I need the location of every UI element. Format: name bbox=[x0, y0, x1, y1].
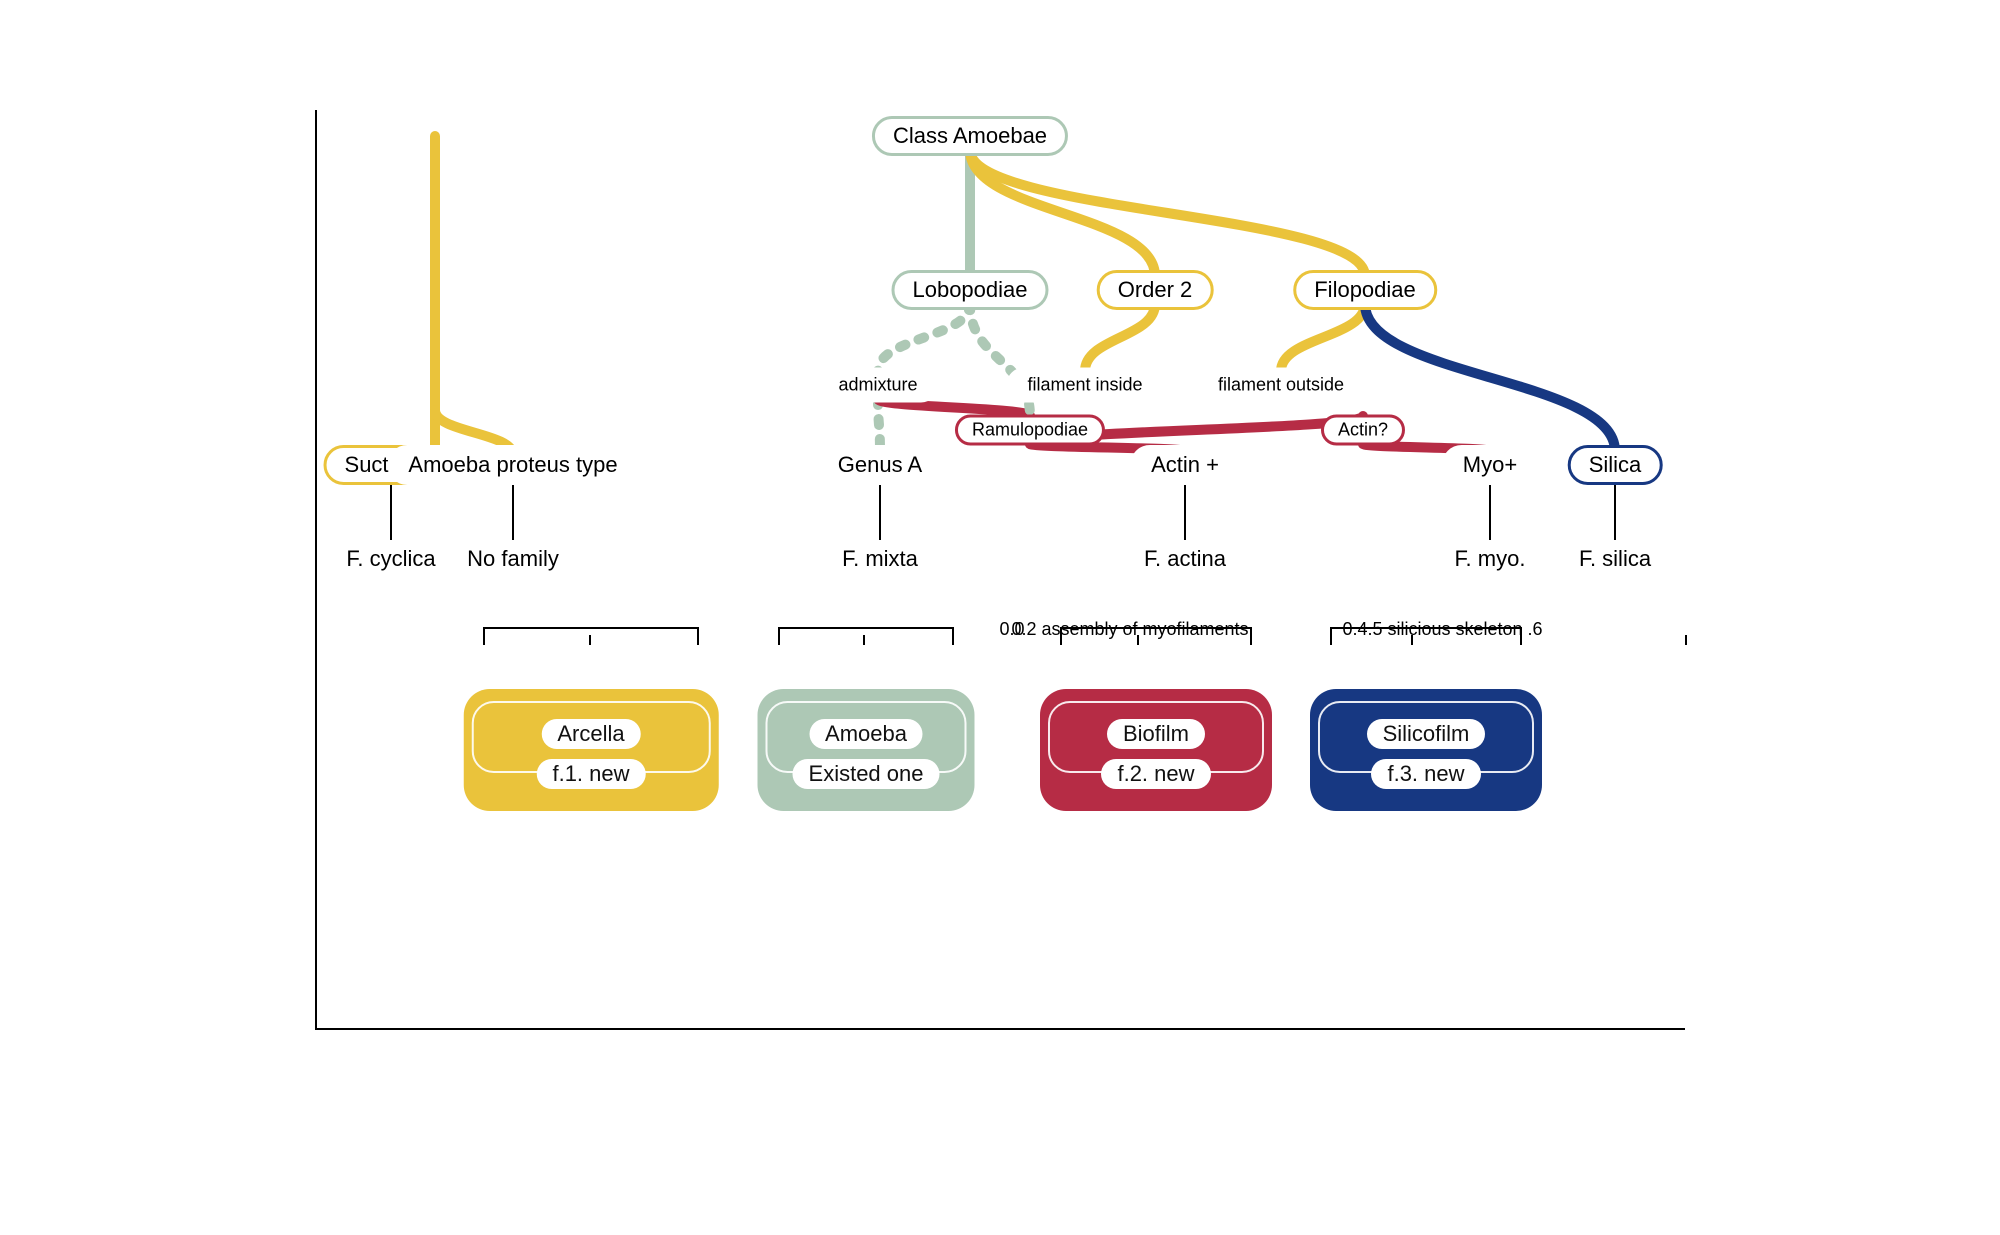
node-l4: Actin + bbox=[1130, 445, 1240, 485]
node-n1: Lobopodiae bbox=[891, 270, 1048, 310]
band-subtitle: f.2. new bbox=[1101, 759, 1210, 789]
node-s1: Ramulopodiae bbox=[955, 415, 1105, 446]
band-bracket bbox=[778, 627, 954, 645]
band-bracket bbox=[1330, 627, 1522, 645]
band: Silicofilm f.3. new bbox=[1305, 645, 1546, 855]
node-s2: Actin? bbox=[1321, 415, 1405, 446]
node-m2: filament inside bbox=[1006, 368, 1163, 403]
figure: { "colors": { "yellow": "#eac33b", "gree… bbox=[0, 110, 2000, 1235]
node-l2: Amoeba proteus type bbox=[387, 445, 638, 485]
figure-frame: Class Amoebae Lobopodiae Order 2 Filopodiae… bbox=[315, 110, 1685, 1030]
band: Arcella f.1. new bbox=[455, 645, 726, 855]
node-n2: Order 2 bbox=[1097, 270, 1214, 310]
band-title: Silicofilm bbox=[1367, 719, 1486, 749]
tree: Class Amoebae Lobopodiae Order 2 Filopodiae… bbox=[315, 110, 1685, 630]
band-title: Amoeba bbox=[809, 719, 923, 749]
band-bracket bbox=[483, 627, 699, 645]
node-l3: Genus A bbox=[817, 445, 943, 485]
node-l5: Myo+ bbox=[1442, 445, 1538, 485]
band-subtitle: f.1. new bbox=[536, 759, 645, 789]
node-n3: Filopodiae bbox=[1293, 270, 1437, 310]
band-subtitle: Existed one bbox=[793, 759, 940, 789]
band: Amoeba Existed one bbox=[755, 645, 976, 855]
band-subtitle: f.3. new bbox=[1371, 759, 1480, 789]
node-l6: Silica bbox=[1568, 445, 1663, 485]
band-bracket bbox=[1060, 627, 1252, 645]
node-m1: admixture bbox=[817, 368, 938, 403]
band-title: Arcella bbox=[541, 719, 640, 749]
leaf-caption: No family bbox=[467, 546, 559, 572]
band: Biofilm f.2. new bbox=[1035, 645, 1276, 855]
leaf-caption: F. myo. bbox=[1455, 546, 1526, 572]
band-row: 0.00.2 assembly of myofilaments0.4.5 sil… bbox=[315, 645, 1685, 855]
leaf-caption: F. silica bbox=[1579, 546, 1651, 572]
leaf-caption: F. actina bbox=[1144, 546, 1226, 572]
leaf-caption: F. cyclica bbox=[346, 546, 435, 572]
node-root: Class Amoebae bbox=[872, 116, 1068, 156]
band-title: Biofilm bbox=[1107, 719, 1205, 749]
leaf-caption: F. mixta bbox=[842, 546, 918, 572]
node-m3: filament outside bbox=[1197, 368, 1365, 403]
